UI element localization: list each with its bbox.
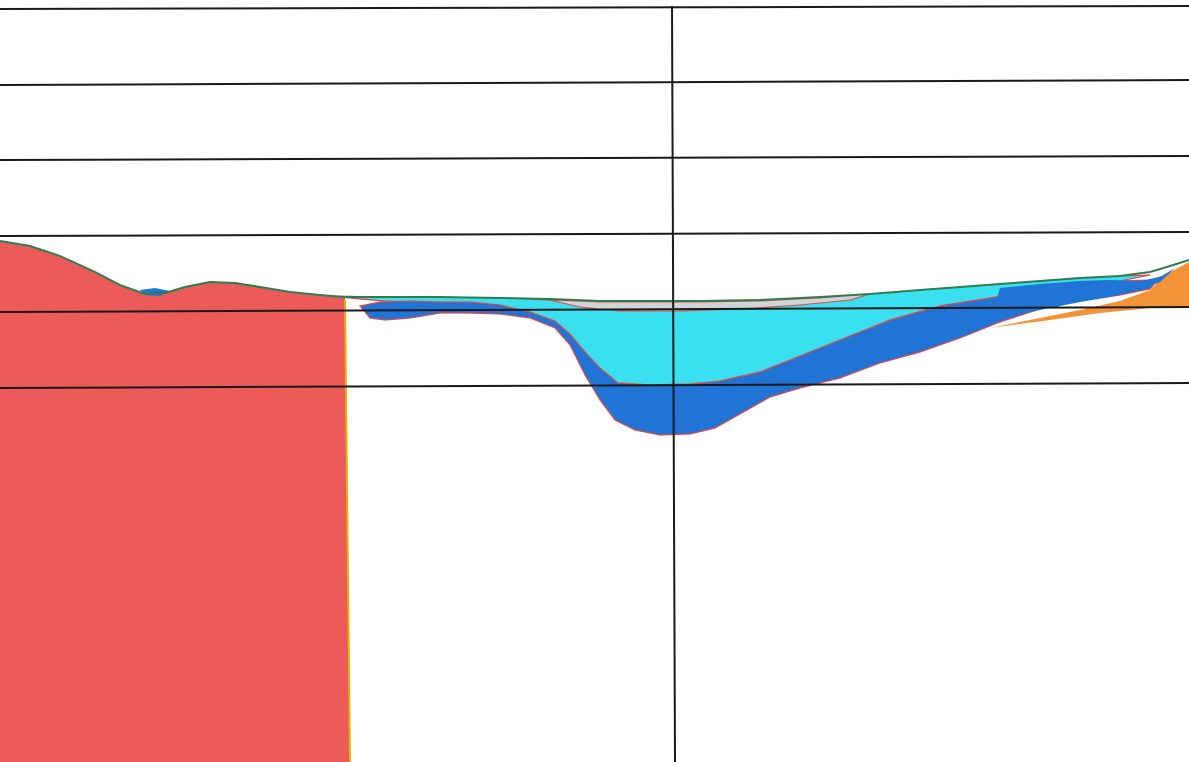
ground-surface-line: [0, 240, 1189, 302]
bedrock-block: [0, 241, 350, 762]
grid-line-h2: [0, 79, 1189, 86]
grid-line-h1: [0, 5, 1189, 10]
grid-line-h5: [0, 306, 1189, 313]
bedrock-cliff-edge: [344, 299, 351, 762]
grid-line-h3: [0, 155, 1189, 161]
dark-blue-layer: [358, 275, 1162, 436]
grid-line-h6: [0, 382, 1189, 389]
grid-line-h4: [0, 231, 1189, 237]
horizontal-grid: [0, 5, 1189, 389]
grid-line-v1: [671, 5, 676, 762]
orange-wedge: [990, 262, 1189, 328]
